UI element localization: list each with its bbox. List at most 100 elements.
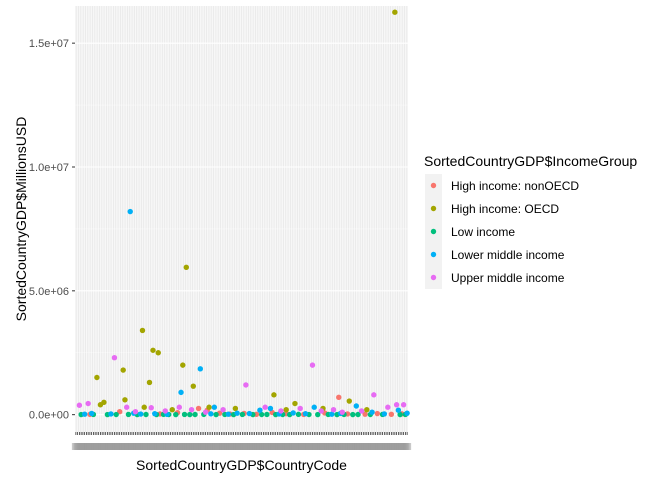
x-axis-title: SortedCountryGDP$CountryCode: [136, 457, 347, 473]
data-point: [400, 402, 407, 408]
data-points: [76, 9, 410, 418]
data-point: [141, 404, 147, 410]
data-point: [385, 404, 391, 410]
data-point: [262, 404, 268, 410]
data-point: [220, 407, 226, 413]
legend-label: Low income: [451, 225, 515, 239]
data-point: [339, 409, 345, 415]
data-point: [188, 407, 195, 413]
data-point: [143, 411, 149, 418]
legend-item: Upper middle income: [425, 266, 565, 289]
data-point: [395, 407, 402, 413]
data-point: [127, 208, 133, 215]
legend-label: Lower middle income: [451, 248, 565, 262]
data-point: [76, 402, 83, 408]
data-point: [234, 410, 240, 416]
data-point: [364, 407, 370, 413]
data-point: [243, 382, 249, 388]
data-point: [393, 402, 400, 408]
data-point: [132, 408, 139, 415]
data-point: [108, 411, 114, 417]
data-point: [371, 392, 377, 398]
data-point: [346, 398, 352, 404]
y-tick-label: 5.0e+06: [29, 286, 69, 298]
data-point: [85, 400, 91, 407]
data-point: [271, 392, 277, 398]
data-point: [392, 9, 398, 15]
legend-marker: [430, 228, 437, 235]
data-point: [283, 407, 289, 413]
data-point: [208, 411, 214, 417]
data-point: [350, 411, 356, 418]
legend-item: Lower middle income: [425, 243, 565, 266]
legend-item: High income: OECD: [425, 197, 559, 220]
legend-marker: [430, 251, 437, 258]
data-point: [187, 411, 193, 418]
data-point: [183, 264, 189, 270]
data-point: [195, 405, 202, 412]
data-point: [336, 394, 342, 401]
data-point: [404, 410, 410, 416]
grid-major: [75, 6, 408, 432]
legend-item: High income: nonOECD: [425, 174, 579, 197]
data-point: [162, 408, 168, 414]
data-point: [290, 410, 296, 416]
data-point: [122, 397, 128, 403]
y-axis-title: SortedCountryGDP$MillionsUSD: [13, 117, 29, 322]
data-point: [264, 411, 270, 418]
legend: SortedCountryGDP$IncomeGroup High income…: [424, 153, 637, 289]
data-point: [178, 389, 184, 396]
data-point: [181, 411, 188, 418]
data-point: [302, 410, 309, 417]
legend-label: High income: OECD: [451, 202, 559, 216]
data-point: [180, 362, 186, 368]
data-point: [155, 350, 161, 356]
data-point: [101, 399, 107, 405]
y-tick-label: 1.5e+07: [29, 38, 69, 50]
legend-items: High income: nonOECD High income: OECD Low…: [425, 174, 579, 289]
data-point: [225, 411, 232, 417]
y-axis: 0.0e+00 5.0e+06 1.0e+07 1.5e+07: [29, 38, 75, 422]
data-point: [267, 405, 274, 412]
data-point: [297, 405, 303, 412]
data-point: [206, 404, 212, 410]
data-point: [192, 411, 198, 418]
data-point: [81, 411, 88, 417]
y-tick-label: 1.0e+07: [29, 162, 69, 174]
data-point: [239, 411, 246, 418]
data-point: [329, 411, 335, 417]
data-point: [113, 411, 119, 418]
data-point: [309, 362, 316, 368]
data-point: [311, 404, 317, 410]
data-point: [125, 411, 132, 418]
legend-marker: [430, 182, 437, 189]
data-point: [169, 407, 175, 413]
data-point: [330, 407, 337, 413]
legend-label: High income: nonOECD: [451, 179, 579, 193]
legend-marker: [430, 205, 437, 212]
data-point: [295, 411, 302, 418]
data-point: [381, 411, 388, 417]
data-point: [257, 407, 263, 413]
data-point: [124, 404, 130, 410]
data-point: [397, 411, 403, 418]
data-point: [176, 404, 182, 410]
data-point: [355, 411, 361, 418]
x-axis: [71, 432, 412, 450]
data-point: [388, 411, 395, 417]
data-point: [190, 383, 197, 389]
data-point: [278, 408, 284, 414]
data-point: [318, 408, 324, 414]
data-point: [120, 367, 126, 373]
legend-item: Low income: [425, 220, 515, 243]
data-point: [148, 405, 154, 411]
data-point: [88, 410, 95, 417]
data-point: [146, 379, 153, 386]
data-point: [213, 411, 219, 418]
data-point: [292, 400, 298, 407]
data-point: [232, 405, 239, 412]
data-point: [138, 411, 144, 417]
data-point: [152, 410, 158, 417]
y-tick-label: 0.0e+00: [29, 410, 69, 422]
